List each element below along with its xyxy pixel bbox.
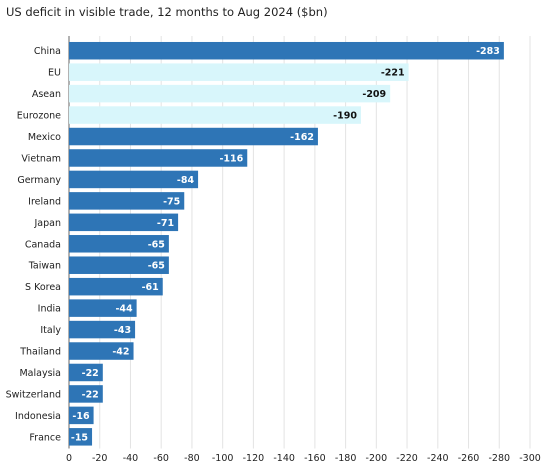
value-label: -16 <box>72 411 90 422</box>
x-tick-label: -20 <box>92 453 108 464</box>
bar-india <box>69 299 137 317</box>
value-label: -65 <box>148 261 165 272</box>
x-tick-label: -160 <box>304 453 326 464</box>
value-label: -116 <box>219 153 243 164</box>
category-labels: China EU Asean Eurozone Mexico Vietnam Germany… <box>6 46 62 443</box>
value-label: -75 <box>163 196 180 207</box>
value-label: -221 <box>381 68 405 79</box>
value-label: -162 <box>290 132 314 143</box>
x-tick-label: -100 <box>212 453 234 464</box>
category-label: Mexico <box>28 132 61 143</box>
category-label: Canada <box>25 239 61 250</box>
x-tick-label: 0 <box>66 453 72 464</box>
x-tick-label: -260 <box>458 453 480 464</box>
bar-mexico <box>69 127 318 146</box>
bar-thailand <box>69 342 134 360</box>
bar-malaysia <box>69 363 103 382</box>
bar-s-korea <box>69 277 163 296</box>
x-tick-label: -120 <box>243 453 265 464</box>
x-tick-label: -200 <box>366 453 388 464</box>
category-label: China <box>34 46 61 57</box>
category-label: Ireland <box>28 196 61 207</box>
x-tick-label: -140 <box>273 453 295 464</box>
category-label: Switzerland <box>6 389 61 400</box>
category-label: Indonesia <box>15 411 61 422</box>
chart-title: US deficit in visible trade, 12 months t… <box>6 5 328 19</box>
bar-switzerland <box>69 385 103 403</box>
category-label: Italy <box>40 325 61 336</box>
value-label: -283 <box>476 46 500 57</box>
bar-asean <box>69 84 391 103</box>
x-tick-label: -40 <box>123 453 139 464</box>
category-label: Vietnam <box>21 153 61 164</box>
value-label: -22 <box>82 389 99 400</box>
x-tick-label: -220 <box>396 453 418 464</box>
value-label: -190 <box>333 111 357 122</box>
bar-taiwan <box>69 256 169 274</box>
value-labels: -283 -221 -209 -190 -162 -116 -84 -75 -71 -65 -65 -… <box>71 46 500 443</box>
category-label: India <box>38 304 61 315</box>
bar-vietnam <box>69 149 248 167</box>
category-label: France <box>29 432 61 443</box>
category-label: Germany <box>17 175 61 186</box>
bars <box>69 41 504 446</box>
x-tick-label: -180 <box>335 453 357 464</box>
bar-indonesia <box>69 406 94 425</box>
category-label: Malaysia <box>19 368 61 379</box>
bar-ireland <box>69 192 185 210</box>
bar-france <box>69 428 93 446</box>
bar-eu <box>69 63 409 81</box>
value-label: -42 <box>112 347 129 358</box>
bar-japan <box>69 213 179 232</box>
bar-eurozone <box>69 106 361 124</box>
value-label: -43 <box>114 325 131 336</box>
bar-canada <box>69 235 169 253</box>
bar-china <box>69 41 504 60</box>
x-tick-label: -240 <box>427 453 449 464</box>
value-label: -209 <box>362 89 386 100</box>
category-label: EU <box>48 68 61 79</box>
value-label: -44 <box>115 304 133 315</box>
x-tick-label: -80 <box>184 453 200 464</box>
category-label: Japan <box>34 218 62 229</box>
category-label: Eurozone <box>17 111 61 122</box>
category-label: Thailand <box>19 347 61 358</box>
x-tick-label: -300 <box>519 453 541 464</box>
value-label: -22 <box>82 368 99 379</box>
value-label: -15 <box>71 432 88 443</box>
x-tick-label: -280 <box>488 453 510 464</box>
category-label: Taiwan <box>28 261 61 272</box>
category-label: Asean <box>32 89 61 100</box>
value-label: -65 <box>148 239 165 250</box>
value-label: -84 <box>177 175 195 186</box>
category-label: S Korea <box>25 282 61 293</box>
value-label: -61 <box>142 282 159 293</box>
value-label: -71 <box>157 218 174 229</box>
bar-italy <box>69 320 136 339</box>
x-tick-label: -60 <box>153 453 169 464</box>
bar-germany <box>69 170 199 189</box>
x-axis-ticks: 0 -20 -40 -60 -80 -100 -120 -140 -160 -180 -200 -22… <box>66 453 541 464</box>
